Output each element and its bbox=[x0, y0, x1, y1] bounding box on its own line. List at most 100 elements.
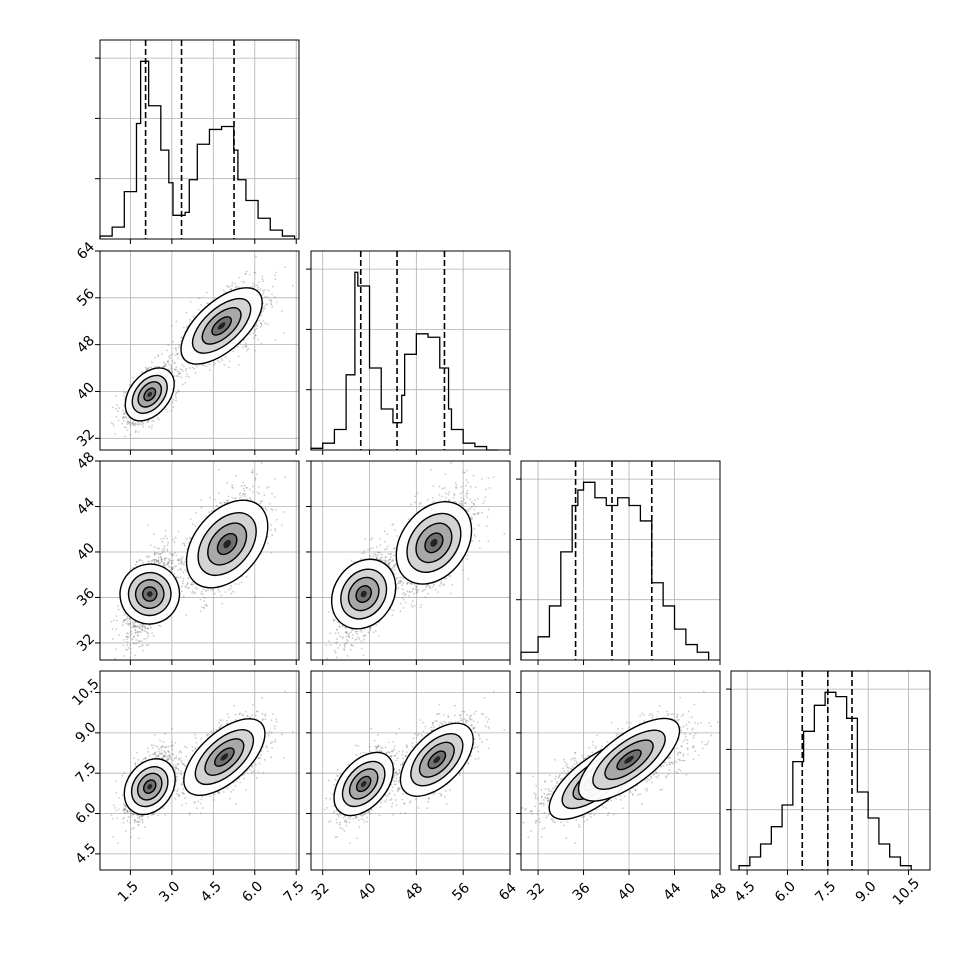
scatter-point bbox=[220, 357, 223, 360]
scatter-point bbox=[347, 634, 350, 637]
scatter-point bbox=[234, 496, 237, 499]
scatter-point bbox=[224, 591, 227, 593]
scatter-point bbox=[139, 623, 141, 626]
scatter-point bbox=[245, 345, 247, 348]
scatter-point bbox=[138, 423, 141, 426]
scatter-point bbox=[123, 426, 126, 429]
scatter-point bbox=[189, 300, 192, 303]
scatter-point bbox=[388, 562, 391, 565]
scatter-point bbox=[133, 624, 135, 626]
scatter-point bbox=[181, 582, 184, 585]
scatter-point bbox=[187, 541, 190, 544]
scatter-point bbox=[265, 303, 268, 306]
scatter-point bbox=[445, 492, 448, 495]
scatter-point bbox=[205, 365, 208, 368]
scatter-point bbox=[396, 576, 399, 579]
scatter-point bbox=[171, 364, 173, 366]
scatter-point bbox=[183, 561, 186, 564]
scatter-point bbox=[166, 544, 169, 547]
scatter-point bbox=[189, 518, 192, 520]
scatter-point bbox=[180, 568, 183, 571]
scatter-point bbox=[137, 422, 140, 425]
scatter-point bbox=[200, 590, 203, 593]
scatter-point bbox=[257, 281, 260, 284]
scatter-point bbox=[167, 344, 170, 347]
scatter-point bbox=[151, 559, 154, 562]
scatter-point bbox=[136, 631, 139, 634]
scatter-point bbox=[154, 558, 156, 561]
scatter-point bbox=[126, 644, 129, 647]
scatter-point bbox=[244, 344, 247, 347]
scatter-point bbox=[234, 286, 237, 289]
scatter-point bbox=[263, 305, 266, 308]
scatter-point bbox=[131, 422, 134, 425]
scatter-point bbox=[171, 567, 174, 570]
scatter-point bbox=[292, 447, 294, 449]
scatter-point bbox=[182, 571, 184, 574]
scatter-point bbox=[202, 593, 204, 596]
scatter-point bbox=[170, 561, 173, 564]
scatter-point bbox=[374, 553, 377, 556]
scatter-point bbox=[227, 499, 230, 502]
scatter-point bbox=[171, 353, 174, 356]
scatter-point bbox=[121, 422, 124, 425]
scatter-point bbox=[236, 345, 239, 348]
scatter-point bbox=[243, 281, 246, 284]
scatter-point bbox=[204, 604, 207, 606]
scatter-point bbox=[219, 502, 222, 504]
scatter-point bbox=[146, 421, 149, 424]
scatter-point bbox=[122, 621, 124, 623]
scatter-point bbox=[206, 605, 208, 607]
scatter-point bbox=[126, 623, 129, 625]
scatter-point bbox=[164, 363, 167, 366]
scatter-point bbox=[259, 288, 262, 290]
scatter-point bbox=[178, 372, 181, 375]
scatter-point bbox=[141, 559, 143, 562]
scatter-point bbox=[231, 496, 234, 499]
scatter-point bbox=[134, 626, 136, 629]
scatter-point bbox=[211, 510, 213, 513]
scatter-point bbox=[151, 424, 154, 427]
scatter-point bbox=[141, 421, 143, 424]
scatter-point bbox=[195, 365, 198, 368]
scatter-point bbox=[140, 421, 143, 423]
scatter-point bbox=[163, 537, 165, 540]
scatter-point bbox=[363, 552, 366, 555]
scatter-point bbox=[167, 561, 170, 564]
scatter-point bbox=[194, 511, 197, 514]
scatter-point bbox=[147, 643, 150, 646]
scatter-point bbox=[135, 560, 138, 563]
scatter-point bbox=[239, 496, 241, 499]
scatter-point bbox=[114, 657, 117, 660]
scatter-point bbox=[393, 564, 396, 567]
scatter-point bbox=[264, 295, 267, 298]
scatter-point bbox=[140, 644, 143, 647]
scatter-point bbox=[192, 583, 195, 586]
scatter-point bbox=[175, 349, 178, 352]
scatter-point bbox=[163, 559, 166, 561]
scatter-point bbox=[141, 624, 144, 626]
scatter-point bbox=[157, 560, 160, 563]
scatter-point bbox=[146, 628, 149, 631]
scatter-point bbox=[138, 625, 141, 628]
scatter-point bbox=[254, 479, 257, 481]
scatter-point bbox=[132, 624, 135, 627]
scatter-point bbox=[159, 553, 161, 556]
scatter-point bbox=[123, 435, 126, 438]
scatter-point bbox=[150, 626, 153, 629]
scatter-point bbox=[143, 630, 146, 632]
scatter-point bbox=[134, 624, 136, 627]
scatter-point bbox=[160, 561, 163, 564]
scatter-point bbox=[138, 627, 141, 630]
scatter-point bbox=[191, 581, 194, 583]
scatter-points-1-0 bbox=[110, 255, 294, 438]
scatter-point bbox=[135, 560, 138, 563]
scatter-point bbox=[138, 646, 141, 648]
scatter-point bbox=[243, 338, 246, 341]
scatter-point bbox=[284, 266, 287, 269]
scatter-point bbox=[191, 523, 194, 525]
scatter-point bbox=[157, 559, 160, 562]
scatter-point bbox=[206, 302, 209, 305]
scatter-point bbox=[217, 468, 220, 471]
scatter-point bbox=[174, 536, 177, 539]
